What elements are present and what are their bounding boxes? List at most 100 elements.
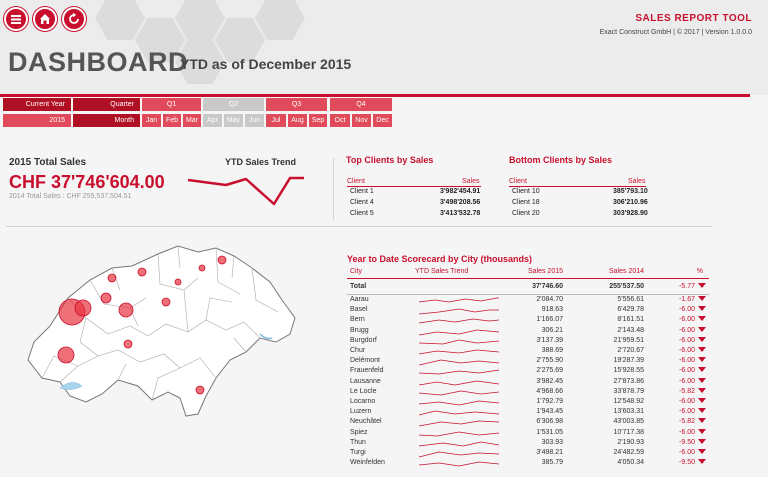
down-arrow-icon — [698, 296, 706, 301]
top-clients-col-sales: Sales — [462, 178, 480, 185]
month-slicer-apr[interactable]: Apr — [203, 114, 222, 127]
scorecard-sales-2015: 306.21 — [541, 326, 563, 334]
city-sparkline — [419, 308, 499, 315]
scorecard-city: Le Locle — [350, 387, 377, 395]
month-slicer-aug[interactable]: Aug — [288, 114, 307, 127]
app-title: SALES REPORT TOOL — [635, 13, 752, 24]
quarter-slicer-q1[interactable]: Q1 — [142, 98, 201, 111]
header-divider — [0, 94, 750, 97]
top-client-sales: 3'982'454.91 — [440, 188, 481, 195]
scorecard-sales-2014: 10'717.38 — [613, 428, 644, 436]
scorecard-sales-2015: 1'943.45 — [536, 408, 563, 416]
city-sparkline — [419, 359, 500, 366]
bottom-clients-title: Bottom Clients by Sales — [509, 155, 613, 165]
month-slicer-dec[interactable]: Dec — [373, 114, 392, 127]
city-sparkline — [419, 431, 500, 436]
scorecard-city: Locarno — [350, 398, 376, 405]
month-slicer-jan[interactable]: Jan — [142, 114, 161, 127]
decor-hexagon — [95, 0, 145, 40]
scorecard-row: Thun 303.93 2'190.93 -9.50 — [347, 438, 709, 449]
bottom-client-name: Client 18 — [512, 199, 540, 206]
scorecard-sales-2015: 4'968.66 — [536, 387, 563, 395]
city-bubble — [107, 273, 117, 283]
scorecard-header: City YTD Sales Trend Sales 2015 Sales 20… — [347, 268, 709, 278]
scorecard-row: Luzern 1'943.45 13'603.31 -6.00 — [347, 408, 709, 418]
menu-icon — [11, 15, 21, 24]
scorecard-row: Locarno 1'792.79 12'548.92 -6.00 — [347, 398, 709, 408]
scorecard-sales-2014: 8'161.51 — [617, 316, 644, 324]
top-client-sales: 3'498'208.56 — [440, 199, 481, 206]
quarter-slicer-q3[interactable]: Q3 — [266, 98, 327, 111]
home-button[interactable] — [33, 7, 57, 31]
month-slicer-nov[interactable]: Nov — [352, 114, 371, 127]
scorecard-row: Aarau 2'084.70 5'556.61 -1.67 — [347, 296, 709, 306]
city-sparkline — [419, 420, 500, 427]
refresh-button[interactable] — [62, 7, 86, 31]
city-bubble — [198, 264, 206, 272]
city-sparkline — [419, 390, 500, 396]
total-sales-title: 2015 Total Sales — [9, 157, 87, 168]
scorecard-city: Frauenfeld — [350, 367, 384, 375]
current-year-label: Current Year — [3, 98, 71, 111]
scorecard-city: Weinfelden — [350, 459, 385, 467]
month-slicer-jul[interactable]: Jul — [266, 114, 286, 127]
scorecard-sales-2015: 303.93 — [541, 438, 563, 446]
scorecard-row: Bern 1'166.07 8'161.51 -6.00 — [347, 316, 709, 326]
month-slicer-feb[interactable]: Feb — [163, 114, 181, 127]
scorecard-pct: -6.00 — [679, 316, 695, 324]
down-arrow-icon — [698, 408, 706, 414]
scorecard-pct: -6.00 — [679, 357, 695, 365]
scorecard-title: Year to Date Scorecard by City (thousand… — [347, 254, 533, 264]
bottom-client-name: Client 20 — [512, 210, 540, 217]
scorecard-pct: -6.00 — [679, 326, 695, 334]
down-arrow-icon — [698, 347, 706, 352]
scorecard-row: Neuchâtel 6'306.98 43'003.85 -5.82 — [347, 418, 709, 428]
ytd-trend-sparkline — [187, 176, 304, 206]
scorecard-city: Brugg — [350, 326, 369, 334]
total-sales-value: CHF 37'746'604.00 — [9, 172, 165, 192]
month-slicer-sep[interactable]: Sep — [309, 114, 327, 127]
scorecard-city: Aarau — [350, 296, 369, 303]
section-separator — [6, 226, 712, 227]
scorecard-pct: -6.00 — [679, 428, 695, 436]
bottom-client-name: Client 10 — [512, 188, 540, 195]
scorecard-city: Spiez — [350, 428, 368, 436]
scorecard-row: Turgi 3'498.21 24'482.59 -6.00 — [347, 449, 709, 459]
scorecard-sales-2015: 1'166.07 — [536, 316, 563, 324]
scorecard-sales-2015: 37'746.60 — [532, 283, 563, 290]
month-slicer-jun[interactable]: Jun — [245, 114, 264, 127]
city-bubble — [161, 297, 171, 307]
down-arrow-icon — [698, 449, 706, 454]
down-arrow-icon — [698, 387, 706, 393]
scorecard-city: Chur — [350, 347, 366, 354]
menu-button[interactable] — [4, 7, 28, 31]
scorecard-sales-2014: 5'556.61 — [617, 296, 644, 303]
month-slicer-may[interactable]: May — [224, 114, 243, 127]
scorecard-row: Frauenfeld 2'275.69 15'928.55 -6.00 — [347, 367, 709, 377]
down-arrow-icon — [698, 438, 706, 444]
month-label: Month — [73, 114, 140, 127]
scorecard-sales-2015: 388.69 — [541, 347, 563, 354]
scorecard-city: Bern — [350, 316, 365, 324]
scorecard-sales-2015: 2'084.70 — [536, 296, 563, 303]
month-slicer-oct[interactable]: Oct — [330, 114, 350, 127]
scorecard-row: Burgdorf 3'137.39 21'959.51 -6.00 — [347, 336, 709, 347]
scorecard-sales-2014: 12'548.92 — [613, 398, 644, 405]
scorecard-pct: -6.00 — [679, 347, 695, 354]
scorecard-sales-2014: 255'537.50 — [609, 283, 644, 290]
quarter-slicer-q2[interactable]: Q2 — [203, 98, 264, 111]
month-slicer-mar[interactable]: Mar — [183, 114, 201, 127]
year-slicer-2015[interactable]: 2015 — [3, 114, 71, 127]
scorecard-city: Luzern — [350, 408, 372, 416]
quarter-slicer-q4[interactable]: Q4 — [330, 98, 392, 111]
scorecard-sales-2014: 43'003.85 — [613, 418, 644, 426]
scorecard-sales-2014: 19'287.39 — [613, 357, 644, 365]
scorecard-pct: -5.82 — [679, 418, 695, 426]
top-client-name: Client 5 — [350, 210, 374, 217]
city-bubble — [100, 292, 112, 304]
down-arrow-icon — [698, 367, 706, 373]
down-arrow-icon — [698, 357, 706, 363]
scorecard-city: Delémont — [350, 357, 380, 365]
down-arrow-icon — [698, 326, 706, 332]
scorecard-header-line — [347, 278, 709, 279]
